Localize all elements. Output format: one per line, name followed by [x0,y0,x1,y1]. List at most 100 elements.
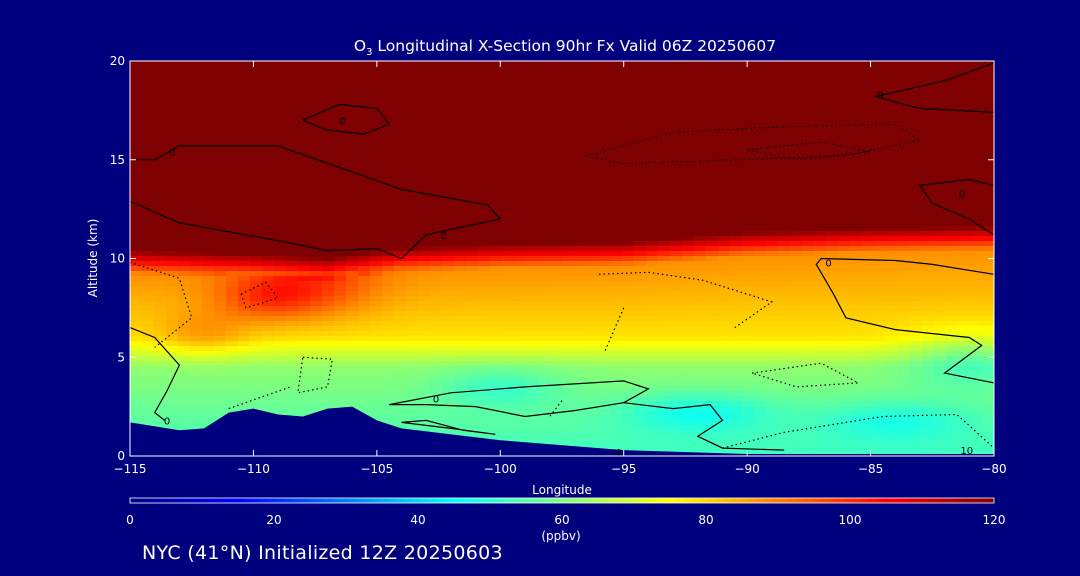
heatmap-cell [166,171,179,177]
heatmap-cell [814,216,827,222]
heatmap-cell [454,166,467,172]
heatmap-cell [502,166,515,172]
heatmap-cell [526,426,539,432]
heatmap-cell [382,316,395,322]
heatmap-cell [178,231,191,237]
heatmap-cell [730,406,743,412]
heatmap-cell [238,171,251,177]
heatmap-cell [382,311,395,317]
heatmap-cell [202,336,215,342]
heatmap-cell [526,81,539,87]
heatmap-cell [346,181,359,187]
heatmap-cell [778,91,791,97]
heatmap-cell [694,366,707,372]
heatmap-cell [418,86,431,92]
heatmap-cell [838,156,851,162]
heatmap-cell [226,251,239,257]
heatmap-cell [178,206,191,212]
heatmap-cell [130,161,143,167]
heatmap-cell [730,176,743,182]
heatmap-cell [442,296,455,302]
heatmap-cell [238,366,251,372]
heatmap-cell [394,151,407,157]
heatmap-cell [274,381,287,387]
heatmap-cell [262,351,275,357]
heatmap-cell [730,156,743,162]
heatmap-cell [454,236,467,242]
heatmap-cell [598,296,611,302]
heatmap-cell [406,66,419,72]
heatmap-cell [742,176,755,182]
heatmap-cell [154,111,167,117]
heatmap-cell [802,91,815,97]
heatmap-cell [526,196,539,202]
heatmap-cell [682,136,695,142]
heatmap-cell [550,431,563,437]
heatmap-cell [850,61,863,67]
heatmap-cell [130,226,143,232]
heatmap-cell [466,106,479,112]
heatmap-cell [382,191,395,197]
heatmap-cell [466,236,479,242]
heatmap-cell [562,416,575,422]
heatmap-cell [586,386,599,392]
heatmap-cell [346,176,359,182]
heatmap-cell [718,151,731,157]
heatmap-cell [382,81,395,87]
heatmap-cell [154,81,167,87]
heatmap-cell [718,121,731,127]
heatmap-cell [358,106,371,112]
heatmap-cell [346,296,359,302]
heatmap-cell [538,136,551,142]
heatmap-cell [790,61,803,67]
heatmap-cell [682,446,695,452]
heatmap-cell [226,261,239,267]
heatmap-cell [598,421,611,427]
heatmap-cell [214,101,227,107]
heatmap-cell [514,246,527,252]
heatmap-cell [214,61,227,67]
heatmap-cell [430,216,443,222]
heatmap-cell [178,91,191,97]
heatmap-cell [790,416,803,422]
heatmap-cell [766,326,779,332]
heatmap-cell [178,156,191,162]
heatmap-cell [574,241,587,247]
heatmap-cell [466,191,479,197]
heatmap-cell [322,226,335,232]
heatmap-cell [598,241,611,247]
heatmap-cell [694,281,707,287]
heatmap-cell [802,436,815,442]
heatmap-cell [190,86,203,92]
heatmap-cell [466,216,479,222]
heatmap-cell [610,171,623,177]
heatmap-cell [442,166,455,172]
heatmap-cell [478,221,491,227]
heatmap-cell [562,176,575,182]
heatmap-cell [394,281,407,287]
heatmap-cell [406,111,419,117]
heatmap-cell [430,256,443,262]
heatmap-cell [610,211,623,217]
heatmap-cell [514,306,527,312]
heatmap-cell [418,81,431,87]
heatmap-cell [322,336,335,342]
heatmap-cell [274,131,287,137]
heatmap-cell [190,156,203,162]
heatmap-cell [334,71,347,77]
heatmap-cell [838,351,851,357]
heatmap-cell [658,291,671,297]
heatmap-cell [166,301,179,307]
heatmap-cell [502,111,515,117]
heatmap-cell [226,396,239,402]
heatmap-cell [526,436,539,442]
heatmap-cell [346,281,359,287]
heatmap-cell [790,71,803,77]
heatmap-cell [334,371,347,377]
heatmap-cell [670,156,683,162]
heatmap-cell [454,136,467,142]
heatmap-cell [790,431,803,437]
heatmap-cell [682,86,695,92]
heatmap-cell [514,331,527,337]
heatmap-cell [802,316,815,322]
